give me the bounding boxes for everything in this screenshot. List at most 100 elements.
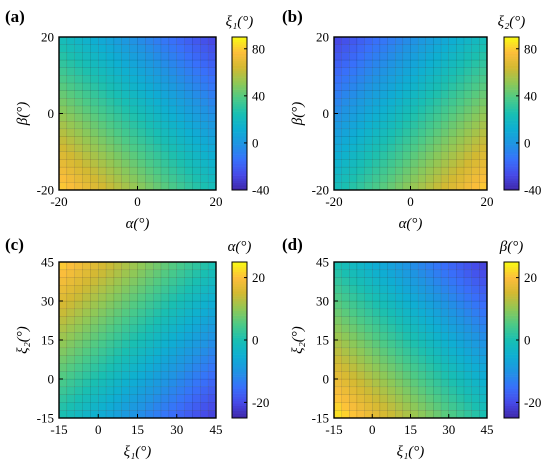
y-tick-label: -20 — [37, 183, 54, 198]
heatmap-cell — [387, 128, 396, 137]
heatmap-cell — [168, 386, 177, 395]
heatmap-cell — [137, 269, 146, 278]
heatmap-cell — [333, 113, 342, 122]
x-tick-label: 0 — [369, 422, 376, 437]
heatmap-cell — [82, 269, 91, 278]
y-tick-label: 0 — [323, 372, 330, 387]
heatmap-cell — [90, 136, 99, 145]
heatmap-cell — [372, 355, 381, 364]
heatmap-cell — [402, 59, 411, 68]
heatmap-cell — [192, 113, 201, 122]
heatmap-cell — [440, 308, 450, 317]
heatmap-cell — [349, 402, 358, 411]
heatmap-cell — [395, 316, 404, 325]
heatmap-cell — [74, 324, 83, 333]
heatmap-cell — [440, 339, 450, 349]
heatmap-cell — [137, 293, 146, 302]
colorbar-segment — [232, 342, 247, 346]
heatmap-cell — [129, 402, 138, 411]
heatmap-cell — [145, 36, 154, 45]
heatmap-cell — [184, 285, 193, 294]
heatmap-cell — [410, 293, 419, 302]
heatmap-cell — [471, 128, 480, 137]
heatmap-cell — [129, 97, 138, 107]
heatmap-cell — [440, 182, 450, 191]
heatmap-cell — [471, 293, 480, 302]
heatmap-cell — [364, 277, 373, 286]
heatmap-cell — [98, 105, 107, 114]
heatmap-cell — [137, 182, 146, 191]
heatmap-cell — [448, 269, 457, 278]
heatmap-cell — [463, 308, 472, 317]
heatmap-cell — [440, 363, 450, 372]
heatmap-cell — [121, 363, 130, 372]
colorbar-segment — [504, 151, 519, 155]
heatmap-cell — [479, 113, 488, 122]
heatmap-cell — [98, 59, 107, 68]
heatmap-cell — [184, 90, 193, 99]
x-tick-label: 20 — [210, 194, 223, 209]
heatmap-cell — [410, 97, 419, 107]
heatmap-cell — [113, 285, 123, 294]
heatmap-cell — [417, 136, 427, 145]
heatmap-cell — [440, 59, 450, 68]
heatmap-cell — [58, 120, 68, 130]
heatmap-cell — [433, 36, 442, 45]
heatmap-cell — [152, 378, 162, 388]
heatmap-cell — [207, 293, 217, 302]
heatmap-cell — [333, 159, 342, 168]
heatmap-cell — [440, 402, 450, 411]
colorbar-segment — [504, 322, 519, 326]
heatmap-cell — [402, 52, 411, 61]
heatmap-cell — [402, 90, 411, 99]
heatmap-cell — [410, 67, 419, 76]
heatmap-cell — [479, 324, 488, 333]
heatmap-cell — [121, 75, 130, 84]
colorbar-segment — [232, 308, 247, 312]
heatmap-cell — [192, 410, 201, 419]
heatmap-cell — [58, 332, 68, 341]
heatmap-cell — [463, 113, 472, 122]
heatmap-cell — [105, 113, 115, 122]
heatmap-cell — [184, 143, 193, 153]
colorbar-segment — [504, 388, 519, 392]
heatmap-cell — [121, 285, 130, 294]
heatmap-cell — [137, 261, 146, 271]
heatmap-cell — [433, 44, 442, 53]
colorbar-segment — [504, 44, 519, 47]
colorbar-segment — [232, 168, 247, 172]
heatmap-cell — [471, 52, 480, 61]
colorbar-segment — [504, 158, 519, 162]
heatmap-cell — [192, 166, 201, 175]
heatmap-cell — [184, 277, 193, 286]
colorbar-segment — [232, 301, 247, 304]
colorbar-segment — [504, 166, 519, 169]
heatmap-cell — [207, 67, 217, 76]
colorbar-segment — [232, 313, 247, 316]
heatmap-cell — [425, 105, 434, 114]
colorbar-segment — [504, 366, 519, 370]
colorbar-segment — [504, 386, 519, 390]
heatmap-cell — [341, 90, 350, 99]
heatmap-cell — [192, 174, 201, 183]
heatmap-cell — [58, 105, 68, 114]
heatmap-cell — [168, 347, 177, 356]
heatmap-cell — [160, 371, 170, 380]
heatmap-cell — [463, 105, 472, 114]
colorbar-segment — [232, 393, 247, 397]
heatmap-cell — [479, 36, 488, 45]
colorbar-segment — [504, 75, 519, 78]
heatmap-cell — [379, 371, 388, 380]
heatmap-cell — [356, 90, 365, 99]
heatmap-cell — [356, 300, 365, 310]
heatmap-cell — [168, 166, 177, 175]
heatmap-cell — [176, 159, 185, 168]
heatmap-cell — [379, 410, 388, 419]
heatmap-cell — [152, 182, 162, 191]
heatmap-cell — [425, 371, 434, 380]
heatmap-cell — [364, 182, 373, 191]
colorbar-segment — [232, 335, 247, 338]
heatmap-cell — [410, 386, 419, 395]
heatmap-cell — [341, 182, 350, 191]
